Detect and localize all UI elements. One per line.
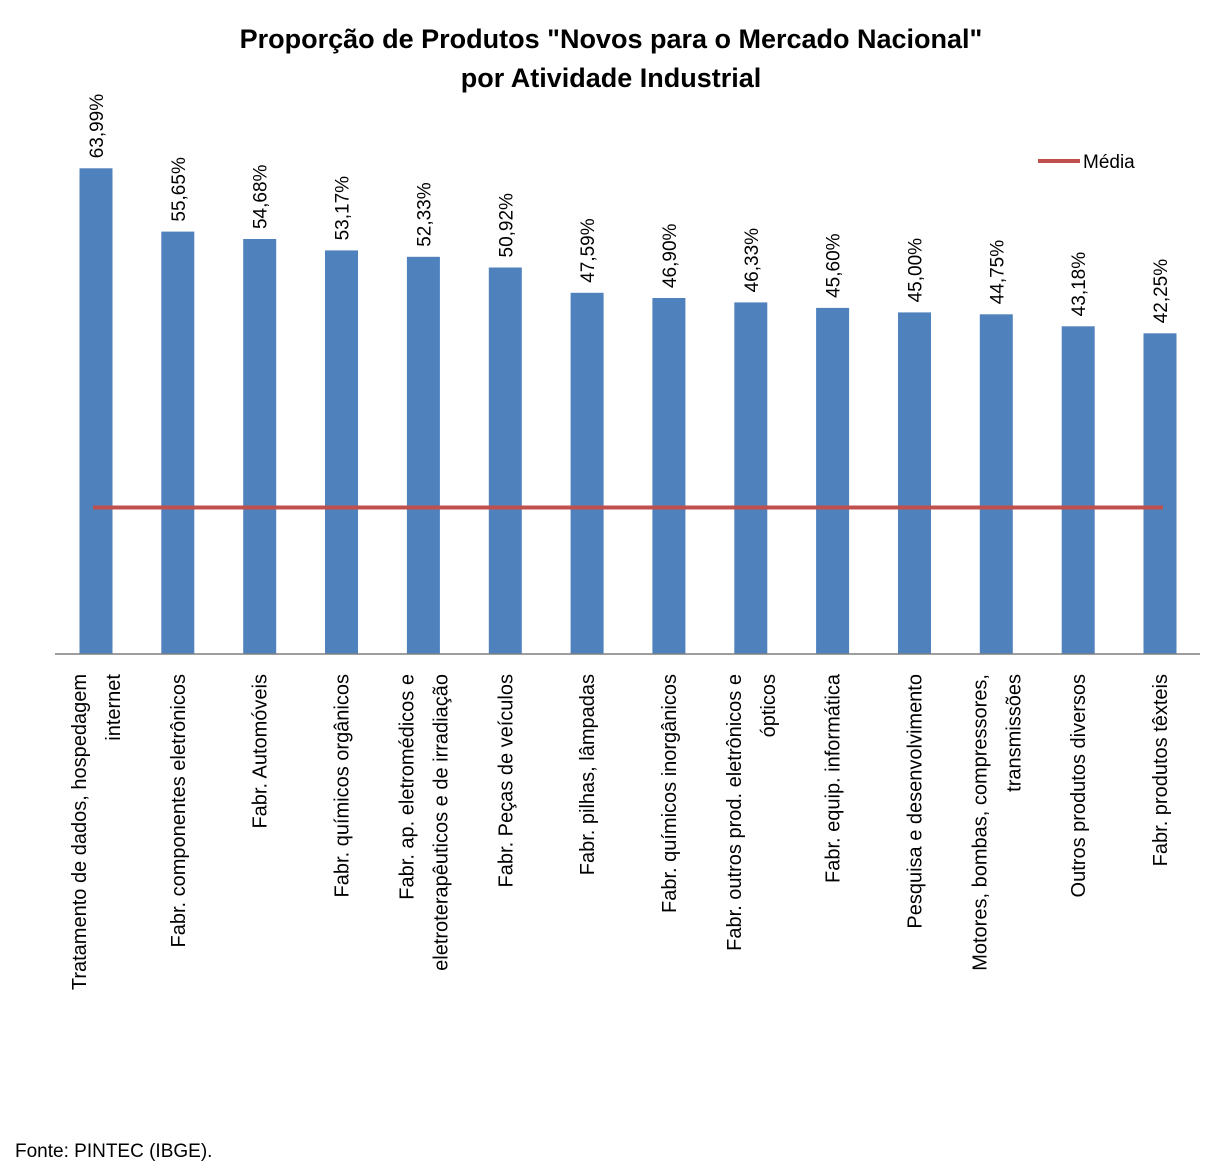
category-label-12-line-2: transmissões bbox=[1003, 674, 1025, 792]
category-label-11: Pesquisa e desenvolvimento bbox=[905, 674, 927, 929]
category-labels-layer: Tratamento de dados, hospedagem internet F… bbox=[69, 673, 1172, 990]
category-label-6: Fabr. Peças de veículos bbox=[495, 674, 517, 887]
bar-14 bbox=[1143, 333, 1177, 654]
data-label-6: 50,92% bbox=[496, 193, 517, 258]
category-label-9-line-1: Fabr. outros prod. eletrônicos e bbox=[724, 674, 746, 951]
bar-12 bbox=[979, 314, 1013, 654]
category-label-5-line-1: Fabr. ap. eletromédicos e bbox=[396, 674, 418, 900]
bars-layer bbox=[79, 168, 1177, 655]
category-label-4: Fabr. químicos orgânicos bbox=[332, 674, 354, 897]
data-label-3: 54,68% bbox=[251, 164, 272, 229]
data-label-9: 46,33% bbox=[742, 228, 763, 293]
data-label-8: 46,90% bbox=[660, 223, 681, 288]
chart-title: Proporção de Produtos "Novos para o Merc… bbox=[240, 24, 983, 93]
data-label-12: 44,75% bbox=[987, 240, 1008, 305]
bar-1 bbox=[79, 168, 113, 655]
bar-13 bbox=[1061, 326, 1095, 654]
bar-2 bbox=[161, 231, 195, 654]
bar-3 bbox=[243, 239, 277, 654]
bar-8 bbox=[652, 298, 686, 654]
category-label-14: Fabr. produtos têxteis bbox=[1150, 674, 1172, 866]
bar-10 bbox=[816, 307, 850, 654]
data-label-11: 45,00% bbox=[906, 238, 927, 303]
category-label-7: Fabr. pilhas, lâmpadas bbox=[577, 674, 599, 875]
bar-9 bbox=[734, 302, 768, 654]
legend-label-media: Média bbox=[1083, 152, 1135, 173]
bar-11 bbox=[898, 312, 931, 654]
category-label-9-line-2: ópticos bbox=[758, 674, 780, 737]
data-label-10: 45,60% bbox=[824, 233, 845, 298]
source-note: Fonte: PINTEC (IBGE). bbox=[15, 1141, 212, 1162]
category-label-1-line-1: Tratamento de dados, hospedagem bbox=[69, 674, 91, 990]
category-label-13: Outros produtos diversos bbox=[1068, 674, 1090, 897]
data-label-5: 52,33% bbox=[414, 182, 435, 247]
bar-6 bbox=[488, 267, 522, 654]
legend: Média bbox=[1038, 152, 1135, 173]
category-label-12-line-1: Motores, bombas, compressores, bbox=[969, 674, 991, 971]
data-label-7: 47,59% bbox=[578, 218, 599, 283]
chart-title-line-1: Proporção de Produtos "Novos para o Merc… bbox=[240, 24, 983, 54]
data-label-14: 42,25% bbox=[1151, 259, 1172, 324]
data-label-4: 53,17% bbox=[333, 176, 354, 241]
category-label-3: Fabr. Automóveis bbox=[250, 674, 272, 829]
data-label-2: 55,65% bbox=[169, 157, 190, 222]
category-label-10: Fabr. equip. informática bbox=[823, 673, 845, 883]
data-label-13: 43,18% bbox=[1069, 252, 1090, 317]
chart-title-line-2: por Atividade Industrial bbox=[461, 63, 762, 93]
category-label-5-line-2: eletroterapêuticos e de irradiação bbox=[430, 674, 452, 971]
data-label-1: 63,99% bbox=[87, 94, 108, 159]
bar-4 bbox=[325, 250, 358, 654]
category-label-2: Fabr. componentes eletrônicos bbox=[168, 674, 190, 948]
category-label-1-line-2: internet bbox=[103, 674, 125, 741]
category-label-8: Fabr. químicos inorgânicos bbox=[659, 674, 681, 913]
data-labels-layer: 63,99% 55,65% 54,68% 53,17% 52,33% 50,92% 47,5… bbox=[87, 94, 1172, 324]
bar-5 bbox=[406, 256, 440, 654]
bar-7 bbox=[570, 292, 604, 654]
